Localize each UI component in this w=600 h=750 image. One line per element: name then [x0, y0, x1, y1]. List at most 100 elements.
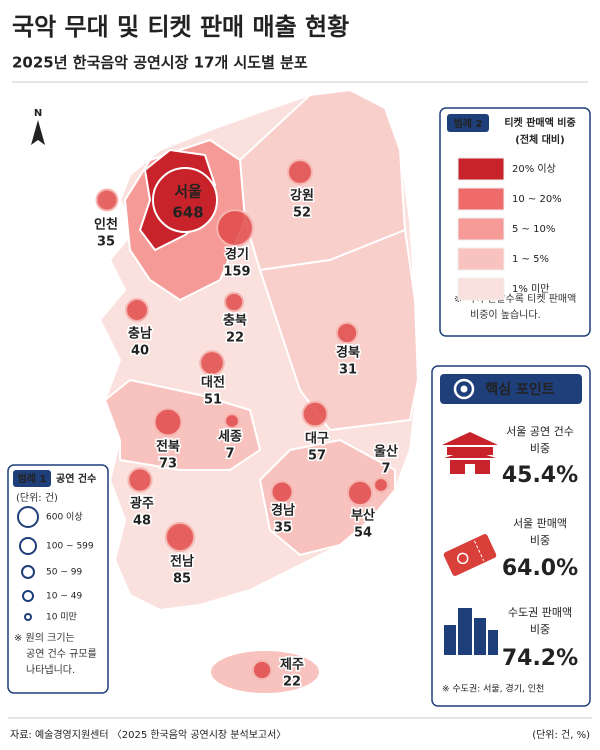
region-bubble — [335, 321, 359, 345]
legend-note: 비중이 높습니다. — [470, 309, 541, 321]
region-bubble — [301, 400, 329, 428]
key-header — [440, 374, 582, 404]
region-name: 충남 — [128, 326, 152, 342]
region-bubble — [95, 188, 119, 212]
target-icon — [453, 378, 475, 400]
region-name: 광주 — [130, 497, 154, 512]
legend-label: 20% 이상 — [512, 163, 556, 175]
region-gyeongnam — [258, 438, 396, 557]
legend-title: (전체 대비) — [515, 133, 564, 146]
compass: N — [31, 108, 45, 145]
compass-arrow — [31, 120, 45, 145]
region-count: 7 — [225, 447, 234, 462]
legend-count: 범례 1 공연 건수 (단위: 건) ※ 원의 크기는 공연 건수 규모를 나타… — [7, 464, 109, 694]
source: 자료: 예술경영지원센터 〈2025 한국음악 공연시장 분석보고서〉 — [10, 728, 286, 741]
region-count: 73 — [159, 457, 177, 472]
legend-circle — [17, 506, 39, 528]
region-bubble — [199, 350, 225, 376]
region-count: 48 — [133, 514, 151, 529]
legend-swatch — [457, 157, 505, 181]
key-label: 서울 공연 건수 — [506, 425, 574, 438]
legend-note: 공연 건수 규모를 — [26, 648, 97, 660]
region-bubble — [125, 298, 149, 322]
key-value: 64.0% — [502, 556, 578, 581]
region-count: 57 — [308, 449, 326, 464]
region-name: 경기 — [225, 247, 249, 263]
legend-label: 50 ~ 99 — [46, 568, 82, 578]
region-name: 전북 — [156, 439, 180, 455]
legend-label: 10 ~ 49 — [46, 592, 82, 602]
key-title: 핵심 포인트 — [485, 381, 554, 398]
region-name: 강원 — [290, 188, 314, 204]
legend-circle — [19, 537, 37, 555]
region-name: 대구 — [305, 432, 329, 447]
legend-title: 티켓 판매액 비중 — [504, 116, 575, 129]
key-points: 핵심 포인트 서울 공연 건수 비중 45.4% 서울 판매액 비중 64.0%… — [431, 365, 591, 707]
region-count: 31 — [339, 363, 357, 378]
legend-circle — [24, 613, 32, 621]
region-count: 35 — [97, 235, 115, 250]
region-name: 부산 — [351, 508, 375, 524]
region-name: 충북 — [223, 313, 247, 329]
region-count: 7 — [381, 462, 390, 477]
region-count: 85 — [173, 572, 191, 587]
legend-label: 10 미만 — [46, 612, 77, 623]
region-count: 51 — [204, 393, 222, 408]
legend-note: 나타냅니다. — [26, 664, 75, 676]
key-label: 서울 판매액 — [513, 517, 567, 530]
key-label: 비중 — [530, 623, 550, 636]
region-count: 35 — [274, 521, 292, 536]
legend-swatch — [457, 277, 505, 301]
region-name: 경북 — [336, 345, 360, 361]
buildings-icon — [444, 608, 498, 655]
key-value: 45.4% — [502, 463, 578, 488]
key-value: 74.2% — [502, 646, 578, 671]
key-note: ※ 수도권: 서울, 경기, 인천 — [442, 683, 544, 695]
region-bubble — [153, 407, 183, 437]
legend-badge-text: 범례 2 — [454, 117, 483, 130]
region-count: 22 — [283, 675, 301, 690]
legend-label: 600 이상 — [46, 512, 83, 523]
region-count: 52 — [293, 206, 311, 221]
region-name: 서울 — [174, 183, 202, 201]
legend-badge — [13, 470, 51, 487]
key-label: 비중 — [530, 442, 550, 455]
region-bubble — [270, 480, 294, 504]
region-bubble — [151, 166, 219, 234]
region-markers: 서울 648 인천 35 강원 52 경기 159 충남 40 충북 22 경북 31 대전 51 세종 7 전북 7… — [93, 159, 399, 691]
legend-unit: (단위: 건) — [16, 491, 58, 504]
region-count: 648 — [172, 204, 203, 222]
legend-label: 100 ~ 599 — [46, 542, 94, 552]
region-bubble — [127, 467, 153, 493]
region-jeonbuk — [103, 378, 262, 471]
legend-label: 1% 미만 — [512, 283, 549, 295]
region-name: 전남 — [170, 554, 194, 570]
region-name: 인천 — [94, 217, 118, 233]
region-count: 22 — [226, 331, 244, 346]
legend-circle — [21, 565, 35, 579]
palace-icon — [442, 432, 498, 474]
legend-swatch — [457, 187, 505, 211]
legend-note: ※ 원의 크기는 — [14, 632, 75, 644]
title: 국악 무대 및 티켓 판매 매출 현황 — [12, 13, 349, 41]
region-name: 제주 — [280, 658, 304, 673]
ticket-icon — [443, 534, 497, 576]
unit-note: (단위: 건, %) — [532, 728, 590, 741]
region-bubble — [346, 479, 374, 507]
region-bubble — [216, 209, 254, 247]
region-name: 울산 — [374, 444, 398, 460]
subtitle: 2025년 한국음악 공연시장 17개 시도별 분포 — [12, 54, 308, 72]
legend-circle — [22, 590, 34, 602]
key-label: 수도권 판매액 — [508, 606, 572, 619]
target-icon — [460, 385, 468, 393]
legend-badge-text: 범례 1 — [18, 472, 47, 485]
map — [98, 88, 420, 695]
region-bubble — [164, 521, 196, 553]
legend-label: 5 ~ 10% — [512, 224, 555, 235]
legend-label: 1 ~ 5% — [512, 254, 549, 265]
legend-label: 10 ~ 20% — [512, 194, 562, 205]
compass-label: N — [34, 108, 42, 119]
region-gangwon — [238, 88, 407, 272]
legend-title: 공연 건수 — [56, 472, 96, 485]
